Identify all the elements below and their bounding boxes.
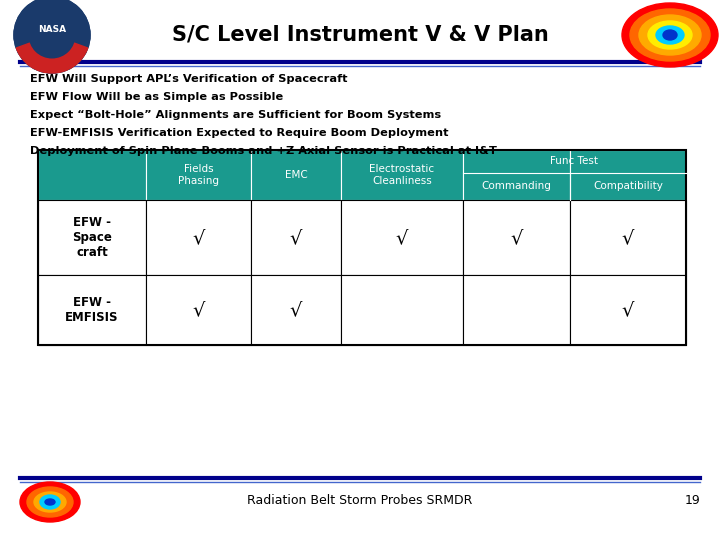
Text: √: √	[192, 301, 204, 320]
Text: EFW Flow Will be as Simple as Possible: EFW Flow Will be as Simple as Possible	[30, 92, 283, 102]
Bar	[38, 275, 146, 345]
Bar	[38, 150, 686, 345]
Text: S/C Level Instrument V & V Plan: S/C Level Instrument V & V Plan	[171, 25, 549, 45]
Text: Commanding: Commanding	[482, 181, 552, 191]
Bar	[146, 200, 251, 275]
Ellipse shape	[639, 15, 701, 55]
Text: Radiation Belt Storm Probes SRMDR: Radiation Belt Storm Probes SRMDR	[247, 494, 473, 507]
Ellipse shape	[630, 9, 710, 61]
Bar	[38, 200, 146, 275]
Bar	[341, 150, 463, 200]
Ellipse shape	[34, 492, 66, 512]
Ellipse shape	[622, 3, 718, 67]
Text: Electrostatic
Cleanliness: Electrostatic Cleanliness	[369, 164, 435, 186]
Text: √: √	[290, 228, 302, 247]
Bar	[570, 200, 686, 275]
Text: EMC: EMC	[284, 170, 307, 180]
Ellipse shape	[40, 495, 60, 509]
Text: EFW -
EMFISIS: EFW - EMFISIS	[66, 296, 119, 324]
Bar	[341, 200, 463, 275]
Bar	[570, 275, 686, 345]
Ellipse shape	[656, 26, 684, 44]
Bar	[463, 150, 570, 200]
Bar	[463, 275, 570, 345]
Bar	[251, 200, 341, 275]
Text: EFW -
Space
craft: EFW - Space craft	[72, 216, 112, 259]
Circle shape	[14, 0, 90, 73]
Text: Expect “Bolt-Hole” Alignments are Sufficient for Boom Systems: Expect “Bolt-Hole” Alignments are Suffic…	[30, 110, 441, 120]
Text: √: √	[290, 301, 302, 320]
Text: √: √	[396, 228, 408, 247]
Text: √: √	[622, 228, 634, 247]
Text: NASA: NASA	[38, 24, 66, 33]
Text: EFW Will Support APL’s Verification of Spacecraft: EFW Will Support APL’s Verification of S…	[30, 74, 348, 84]
Bar	[146, 275, 251, 345]
Ellipse shape	[45, 499, 55, 505]
Bar	[570, 150, 686, 200]
Bar	[146, 150, 251, 200]
Ellipse shape	[663, 30, 677, 40]
Text: √: √	[510, 228, 523, 247]
Ellipse shape	[648, 21, 692, 49]
Bar	[38, 150, 146, 200]
Text: Compatibility: Compatibility	[593, 181, 663, 191]
Ellipse shape	[27, 487, 73, 517]
Text: Fields
Phasing: Fields Phasing	[178, 164, 219, 186]
Wedge shape	[17, 35, 88, 73]
Ellipse shape	[20, 482, 80, 522]
Text: √: √	[622, 301, 634, 320]
Circle shape	[30, 12, 75, 58]
Bar	[341, 275, 463, 345]
Text: Func Test: Func Test	[551, 156, 598, 166]
Circle shape	[14, 0, 90, 73]
Text: √: √	[192, 228, 204, 247]
Bar	[251, 150, 341, 200]
Text: EFW-EMFISIS Verification Expected to Require Boom Deployment: EFW-EMFISIS Verification Expected to Req…	[30, 128, 449, 138]
Text: 19: 19	[684, 494, 700, 507]
Bar	[463, 200, 570, 275]
Text: Deployment of Spin Plane Booms and +Z Axial Sensor is Practical at I&T: Deployment of Spin Plane Booms and +Z Ax…	[30, 146, 497, 156]
Bar	[251, 275, 341, 345]
